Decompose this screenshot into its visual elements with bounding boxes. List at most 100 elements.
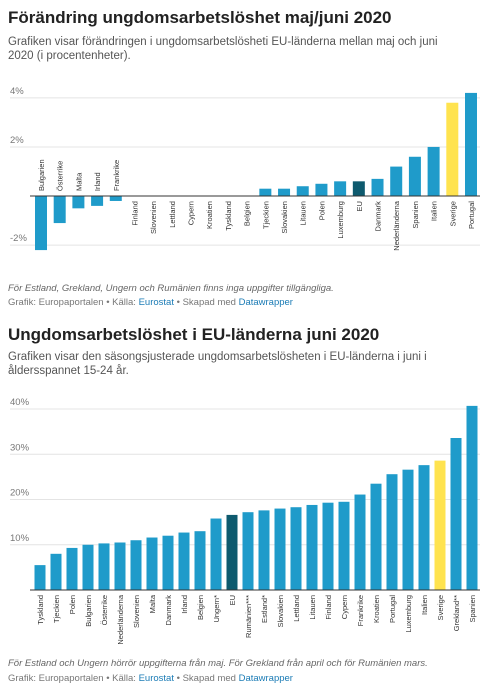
bar [290, 507, 302, 590]
bar [354, 494, 366, 590]
bar [91, 196, 104, 206]
x-tick-label: Irland [93, 172, 102, 191]
x-tick-label: Bulgarien [37, 159, 46, 191]
x-tick-label: Sverige [436, 595, 445, 620]
bar [162, 535, 174, 590]
source-part: Grafik: Europaportalen • Källa: [8, 297, 139, 308]
x-tick-label: Kroatien [372, 595, 381, 623]
bar [274, 508, 286, 590]
x-tick-label: Malta [148, 594, 157, 613]
bar [259, 188, 272, 197]
y-tick-label: 40% [10, 397, 30, 408]
bar [53, 196, 66, 224]
bar [226, 514, 238, 590]
bar [98, 543, 110, 590]
x-tick-label: Österrike [56, 161, 65, 191]
y-tick-label: 4% [10, 86, 24, 97]
bar [35, 196, 47, 251]
bar [371, 178, 384, 197]
x-tick-label: Rumänien*** [244, 595, 253, 638]
bar [434, 460, 446, 590]
bar [466, 405, 478, 590]
x-tick-label: Spanien [411, 201, 420, 229]
bar [334, 181, 347, 197]
source: Grafik: Europaportalen • Källa: Eurostat… [8, 297, 293, 308]
x-tick-label: Österrike [100, 595, 109, 625]
x-tick-label: Grekland** [452, 595, 461, 631]
bar [278, 188, 291, 197]
x-tick-label: Sverige [448, 201, 457, 226]
bar [408, 156, 421, 197]
source-part: Eurostat [139, 297, 175, 308]
x-tick-label: Bulgarien [84, 595, 93, 627]
bar [130, 540, 142, 590]
x-tick-label: Luxemburg [404, 595, 413, 633]
x-tick-label: Nederländerna [392, 200, 401, 250]
bar [82, 544, 94, 590]
x-tick-label: EU [228, 595, 237, 605]
bar [114, 542, 126, 590]
bar [315, 183, 328, 197]
bar [258, 510, 270, 590]
bar [72, 196, 85, 209]
x-tick-label: Cypern [187, 201, 196, 225]
x-tick-label: Frankrike [356, 595, 365, 626]
x-tick-label: Tyskland [36, 595, 45, 625]
x-tick-label: Slovenien [132, 595, 141, 628]
bar [386, 474, 398, 590]
x-tick-label: Ungern* [212, 595, 221, 623]
x-tick-label: Irland [180, 595, 189, 614]
x-tick-label: Portugal [388, 595, 397, 623]
bar [109, 196, 122, 201]
bar [390, 166, 403, 197]
y-tick-label: 2% [10, 135, 24, 146]
source: Grafik: Europaportalen • Källa: Eurostat… [8, 673, 293, 684]
source-part: • Skapad med [174, 297, 239, 308]
x-tick-label: Danmark [374, 201, 383, 232]
y-tick-label: 20% [10, 488, 30, 499]
bar [296, 186, 309, 197]
bar [427, 146, 440, 197]
bar [34, 565, 46, 590]
bar [450, 438, 462, 590]
x-tick-label: Polen [317, 201, 326, 220]
bar [242, 512, 254, 590]
source-part: Datawrapper [239, 673, 293, 684]
y-tick-label: 10% [10, 533, 30, 544]
bar [50, 553, 62, 590]
bar [178, 532, 190, 590]
bar [322, 502, 334, 590]
chart-title: Ungdomsarbetslöshet i EU-länderna juni 2… [8, 325, 379, 344]
x-tick-label: Tjeckien [261, 201, 270, 229]
bar [446, 102, 459, 197]
bar [66, 547, 78, 590]
chart-subtitle: Grafiken visar förändringen i ungdomsarb… [8, 36, 438, 62]
x-tick-label: Malta [74, 172, 83, 191]
x-tick-label: Polen [68, 595, 77, 614]
x-tick-label: Slovakien [276, 595, 285, 628]
y-tick-label: -2% [10, 233, 27, 244]
bar [418, 465, 430, 590]
x-tick-label: Estland* [260, 595, 269, 623]
chart-title: Förändring ungdomsarbetslöshet maj/juni … [8, 8, 392, 27]
x-tick-label: Spanien [468, 595, 477, 623]
x-tick-label: Cypern [340, 595, 349, 619]
x-tick-label: Kroatien [205, 201, 214, 229]
source-part: Grafik: Europaportalen • Källa: [8, 673, 139, 684]
bar [194, 531, 206, 590]
x-tick-label: Slovenien [149, 201, 158, 234]
x-tick-label: Litauen [308, 595, 317, 620]
x-tick-label: Italien [420, 595, 429, 615]
note: För Estland, Grekland, Ungern och Rumäni… [8, 283, 334, 294]
x-tick-label: Italien [430, 201, 439, 221]
x-tick-label: Lettland [292, 595, 301, 622]
bar [210, 518, 222, 590]
bar [402, 469, 414, 590]
source-part: Eurostat [139, 673, 175, 684]
bar [338, 501, 350, 590]
bar [306, 504, 318, 590]
x-tick-label: Lettland [168, 201, 177, 228]
bar [465, 92, 477, 197]
bar [146, 537, 158, 590]
